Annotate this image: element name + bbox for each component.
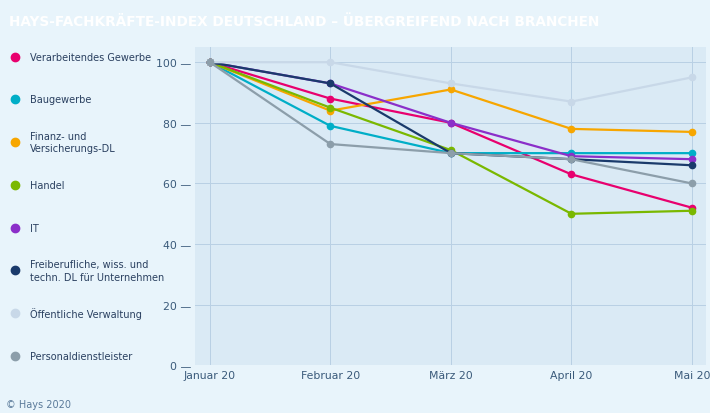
Text: IT: IT: [31, 223, 39, 233]
Text: Personaldienstleister: Personaldienstleister: [31, 351, 133, 361]
Text: HAYS-FACHKRÄFTE-INDEX DEUTSCHLAND – ÜBERGREIFEND NACH BRANCHEN: HAYS-FACHKRÄFTE-INDEX DEUTSCHLAND – ÜBER…: [9, 15, 599, 29]
Text: Freiberufliche, wiss. und
techn. DL für Unternehmen: Freiberufliche, wiss. und techn. DL für …: [31, 259, 165, 282]
Text: Verarbeitendes Gewerbe: Verarbeitendes Gewerbe: [31, 52, 151, 62]
Text: © Hays 2020: © Hays 2020: [6, 399, 71, 409]
Text: Baugewerbe: Baugewerbe: [31, 95, 92, 105]
Text: Finanz- und
Versicherungs-DL: Finanz- und Versicherungs-DL: [31, 131, 116, 154]
Text: Handel: Handel: [31, 180, 65, 190]
Text: Öffentliche Verwaltung: Öffentliche Verwaltung: [31, 307, 142, 319]
